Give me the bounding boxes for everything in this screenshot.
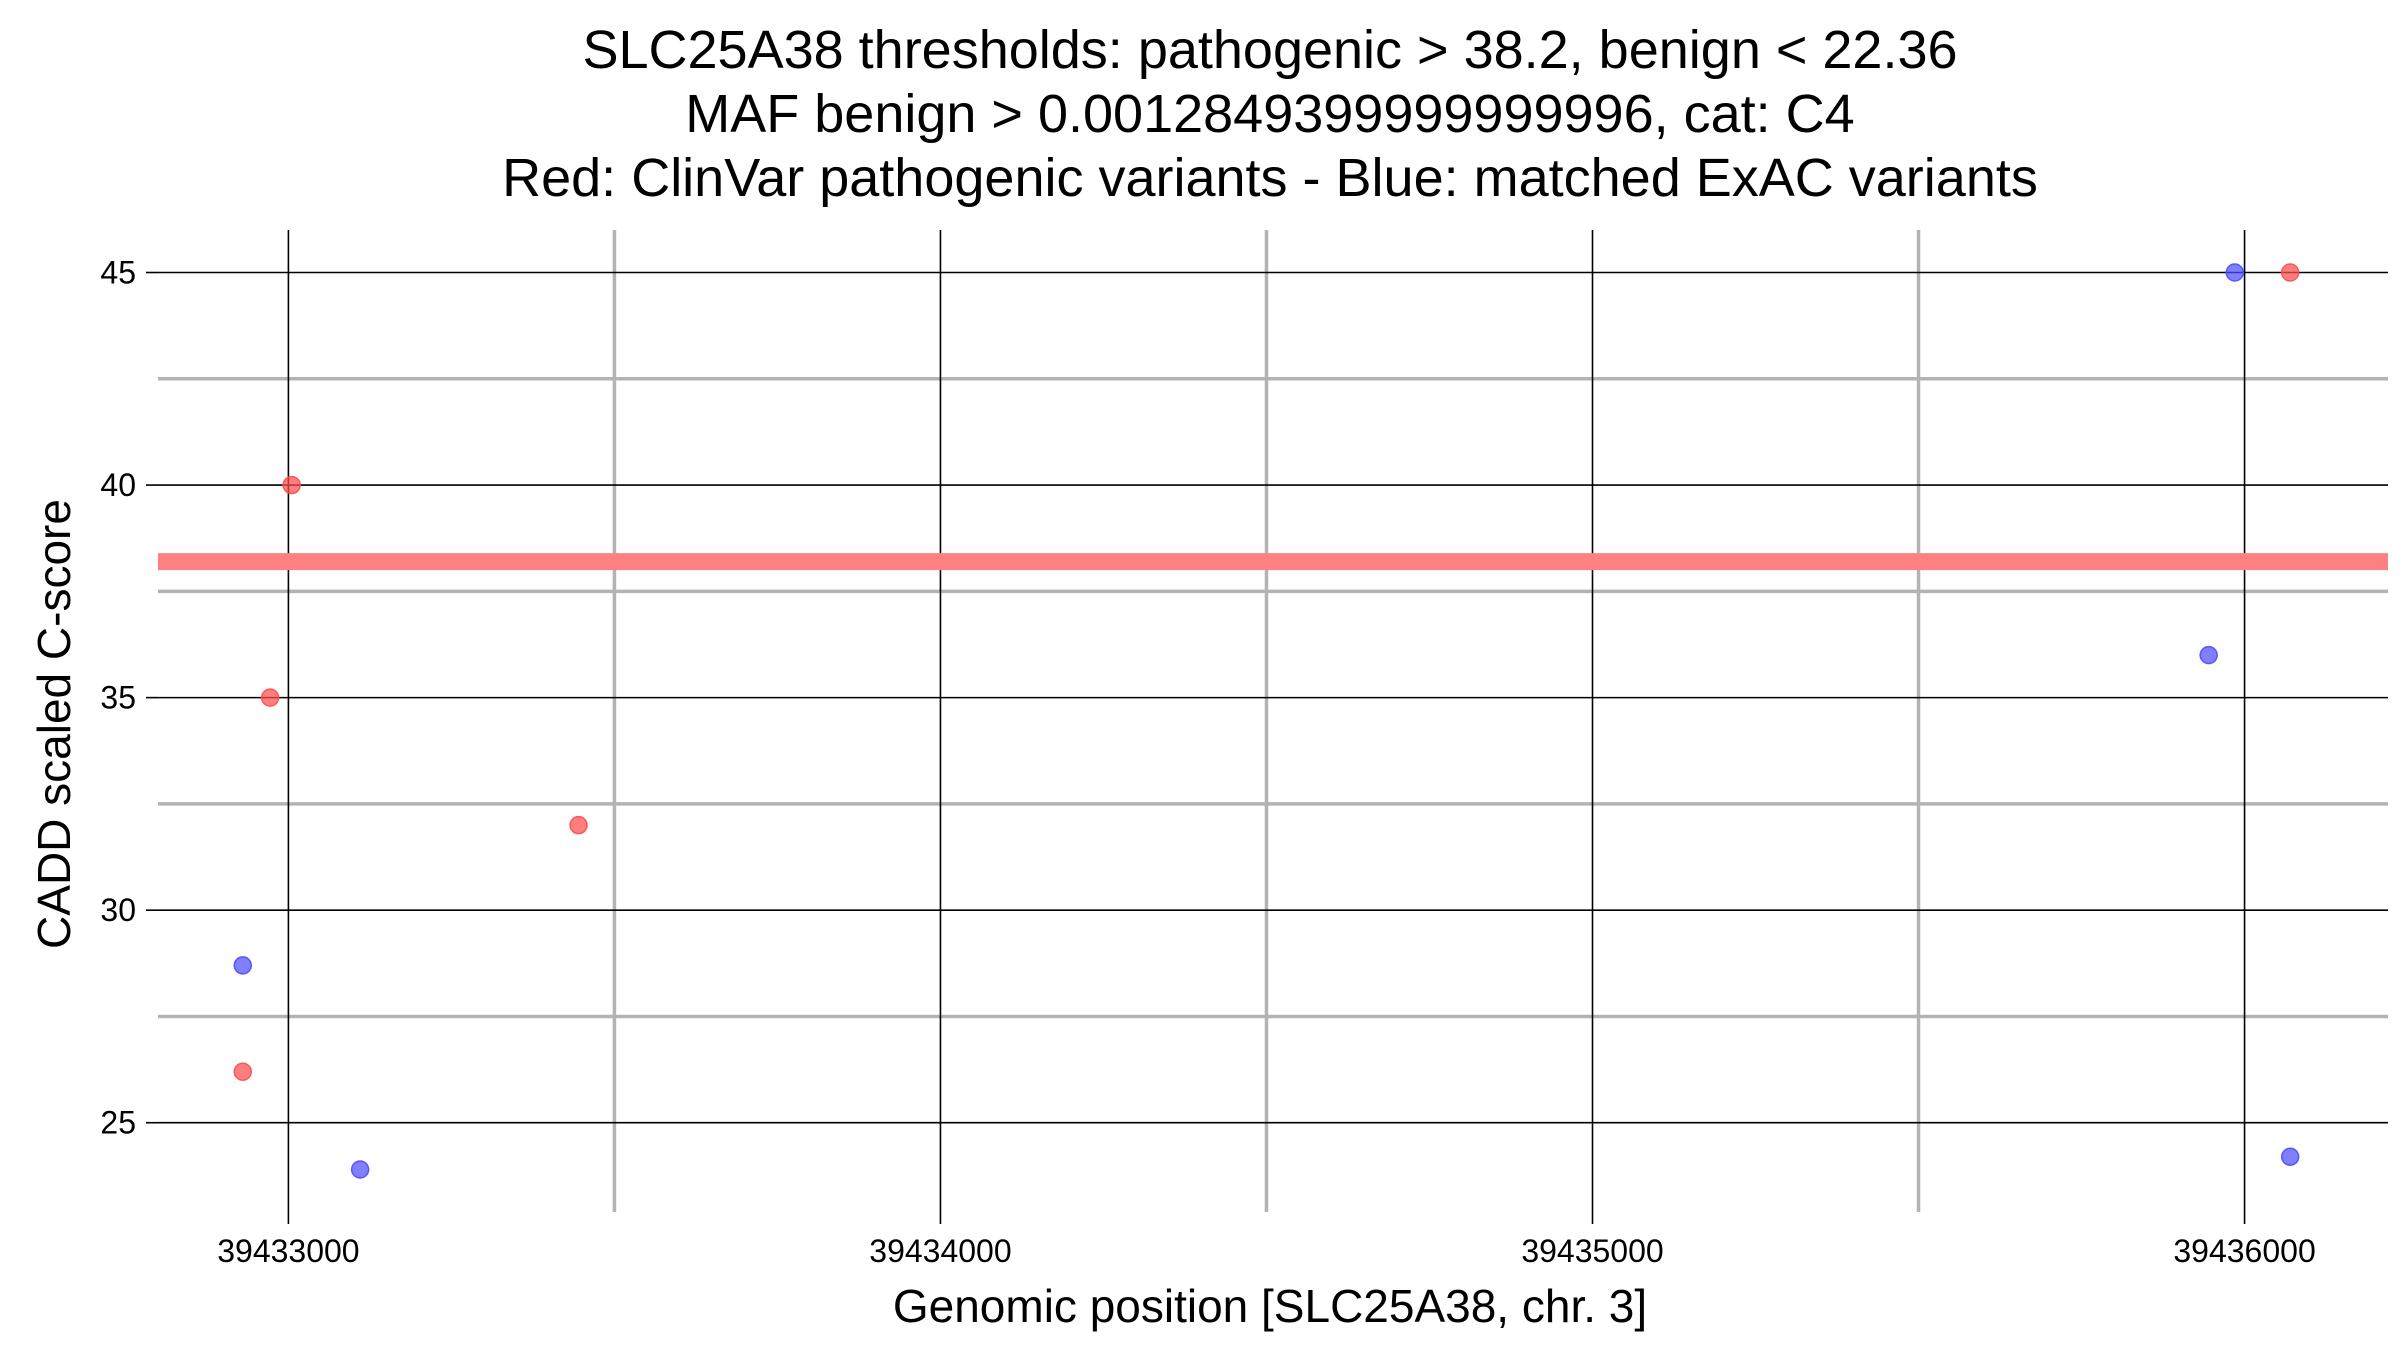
chart-title: SLC25A38 thresholds: pathogenic > 38.2, … — [502, 20, 2038, 208]
clinvar-pathogenic-point — [233, 1062, 253, 1081]
minor-gridlines — [158, 230, 2388, 1212]
exac-matched-point — [2280, 1147, 2300, 1166]
clinvar-pathogenic-point — [569, 815, 588, 835]
exac-matched-point — [2199, 645, 2218, 665]
x-axis-ticks: 39433000 39434000 39435000 39436000 — [217, 1212, 2316, 1269]
title-line-3: Red: ClinVar pathogenic variants - Blue:… — [502, 148, 2038, 208]
x-tick-label: 39434000 — [869, 1233, 1011, 1269]
y-axis-ticks: 25 30 35 40 45 — [100, 255, 158, 1141]
y-tick-label: 30 — [100, 892, 136, 928]
x-tick-label: 39435000 — [1521, 1233, 1663, 1269]
clinvar-pathogenic-point — [260, 688, 280, 707]
clinvar-pathogenic-point — [2280, 263, 2300, 282]
title-line-2: MAF benign > 0.0012849399999999996, cat:… — [685, 84, 1854, 144]
clinvar-pathogenic-point — [282, 475, 301, 495]
title-line-1: SLC25A38 thresholds: pathogenic > 38.2, … — [582, 20, 1957, 80]
x-tick-label: 39433000 — [217, 1233, 359, 1269]
exac-matched-point — [350, 1160, 370, 1179]
y-tick-label: 25 — [100, 1105, 136, 1141]
x-axis-title: Genomic position [SLC25A38, chr. 3] — [893, 1280, 1647, 1332]
y-tick-label: 45 — [100, 255, 136, 291]
y-axis-title: CADD scaled C-score — [28, 499, 80, 949]
major-gridlines — [158, 230, 2388, 1212]
exac-matched-point — [2225, 263, 2245, 282]
exac-matched-point — [233, 956, 253, 975]
y-tick-label: 40 — [100, 467, 136, 503]
data-points — [233, 263, 2300, 1179]
x-tick-label: 39436000 — [2173, 1233, 2315, 1269]
y-tick-label: 35 — [100, 680, 136, 716]
